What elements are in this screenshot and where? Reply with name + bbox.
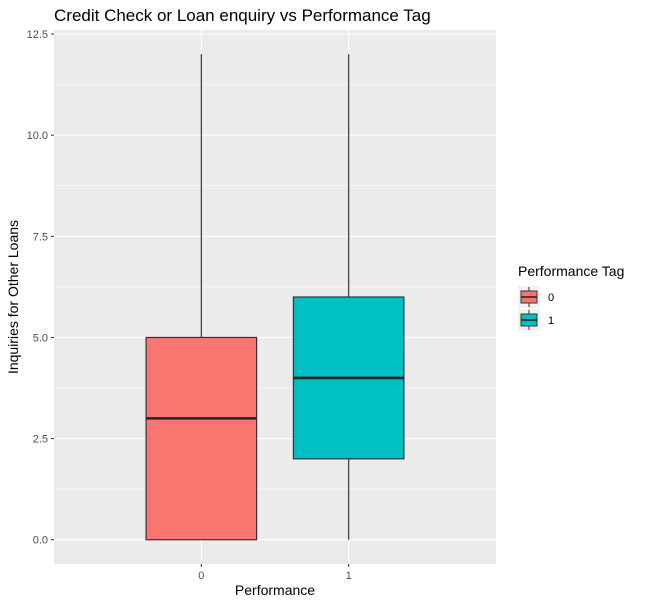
y-tick-label: 7.5 <box>33 231 48 243</box>
legend-label: 0 <box>548 292 554 304</box>
box-layer <box>145 54 405 541</box>
y-axis-title: Inquiries for Other Loans <box>5 220 21 374</box>
legend-keys: 01 <box>518 286 554 331</box>
y-tick-label: 0.0 <box>33 535 48 547</box>
x-axis-title: Performance <box>235 582 315 598</box>
box-category-1 <box>292 54 405 540</box>
y-axis: 0.0 2.5 5.0 7.5 10.0 12.5 <box>27 29 54 547</box>
chart-title: Credit Check or Loan enquiry vs Performa… <box>54 6 431 25</box>
y-tick-label: 2.5 <box>33 434 48 446</box>
y-tick-label: 12.5 <box>27 29 48 41</box>
legend-key-0: 0 <box>518 286 554 308</box>
plot-panel <box>54 30 496 564</box>
box-body <box>145 336 258 541</box>
legend-label: 1 <box>548 315 554 327</box>
x-tick-label: 0 <box>198 570 204 582</box>
x-tick-label: 1 <box>346 570 352 582</box>
y-tick-label: 10.0 <box>27 130 48 142</box>
legend: Performance Tag 01 <box>518 263 624 331</box>
legend-title: Performance Tag <box>518 263 624 279</box>
box-category-0 <box>145 54 258 541</box>
legend-key-1: 1 <box>518 309 554 331</box>
y-tick-label: 5.0 <box>33 332 48 344</box>
